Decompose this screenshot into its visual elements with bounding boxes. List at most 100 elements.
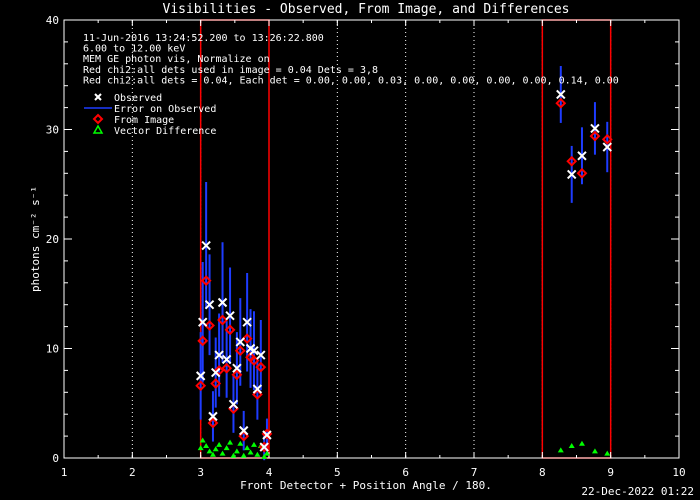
- vector-difference-point: [237, 440, 244, 446]
- x-tick-label: 4: [266, 466, 273, 479]
- from-image-point: [217, 314, 228, 326]
- x-tick-label: 2: [129, 466, 136, 479]
- observed-point: [590, 123, 600, 134]
- observed-point: [262, 430, 272, 440]
- from-image-point: [566, 155, 578, 167]
- observed-point: [198, 317, 208, 327]
- observed-point: [221, 354, 232, 365]
- from-image-point: [251, 389, 263, 400]
- x-tick-label: 9: [607, 466, 614, 479]
- observed-point: [249, 345, 259, 356]
- vector-difference-point: [557, 447, 564, 453]
- vector-difference-point: [254, 451, 261, 457]
- x-tick-label: 6: [402, 466, 409, 479]
- chart-title: Visibilities - Observed, From Image, and…: [163, 2, 570, 17]
- x-tick-label: 1: [61, 466, 68, 479]
- vector-difference-point: [240, 452, 247, 458]
- vector-difference-point: [247, 449, 254, 455]
- vector-difference-point: [230, 452, 237, 458]
- observed-point: [208, 411, 218, 422]
- observed-point: [217, 297, 228, 308]
- annotation-line: MEM GE photon vis, Normalize on: [83, 54, 270, 65]
- from-image-point: [248, 355, 260, 366]
- from-image-point: [204, 320, 215, 331]
- observed-point: [225, 310, 235, 321]
- observed-point: [210, 367, 221, 378]
- observed-point: [602, 142, 612, 152]
- observed-point: [195, 371, 206, 381]
- y-tick-label: 40: [46, 14, 59, 27]
- from-image-point: [238, 430, 250, 442]
- from-image-point: [210, 378, 222, 389]
- data-layer: [195, 65, 613, 461]
- annotation-line: Red chi2:all dets = 0.04, Each det = 0.0…: [83, 75, 619, 86]
- legend-swatch-vector-difference: [92, 124, 104, 134]
- legend-swatch-observed: [94, 93, 102, 101]
- vector-difference-point: [216, 441, 223, 447]
- annotation-line: 6.00 to 12.00 keV: [83, 44, 185, 55]
- vector-difference-point: [199, 437, 206, 443]
- annotation-line: Red chi2:all dets used in image = 0.04 D…: [83, 65, 378, 76]
- from-image-point: [200, 275, 212, 287]
- from-image-point: [241, 333, 253, 345]
- from-image-point: [213, 364, 225, 376]
- observed-point: [567, 169, 577, 180]
- observed-point: [235, 337, 246, 347]
- from-image-point: [197, 335, 209, 347]
- vector-difference-point: [203, 442, 210, 448]
- from-image-point: [221, 362, 233, 374]
- x-axis-label: Front Detector + Position Angle / 180.: [240, 479, 492, 492]
- x-tick-label: 8: [539, 466, 546, 479]
- observed-point: [214, 350, 224, 360]
- vector-difference-point: [227, 439, 234, 445]
- tick-layer: 1 2 3 4 5 6 7 8 9 10 0 10 20 30 40: [46, 14, 686, 479]
- vector-difference-point: [219, 450, 226, 456]
- x-tick-label: 5: [334, 466, 341, 479]
- annotation-layer: 11-Jun-2016 13:24:52.200 to 13:26:22.800…: [83, 33, 619, 86]
- vector-difference-point: [591, 448, 598, 454]
- from-image-point: [255, 361, 267, 373]
- from-image-point: [555, 97, 567, 109]
- from-image-point: [576, 167, 588, 179]
- from-image-point: [231, 369, 243, 381]
- observed-point: [204, 299, 215, 310]
- observed-point: [239, 425, 249, 436]
- observed-point: [242, 317, 252, 327]
- legend-label: Observed: [114, 93, 162, 104]
- from-image-point: [207, 417, 219, 429]
- vector-difference-point: [223, 445, 230, 451]
- legend-label: Error on Observed: [114, 104, 216, 115]
- x-tick-label: 3: [197, 466, 204, 479]
- y-axis-label: photons cm⁻² s⁻¹: [29, 186, 42, 292]
- annotation-line: 11-Jun-2016 13:24:52.200 to 13:26:22.800: [83, 33, 324, 44]
- x-tick-label: 7: [471, 466, 478, 479]
- from-image-point: [224, 324, 236, 336]
- x-tick-label: 10: [672, 466, 685, 479]
- observed-point: [577, 151, 587, 161]
- vector-difference-point: [209, 451, 216, 457]
- vector-difference-point: [578, 440, 585, 446]
- vector-difference-point: [261, 453, 268, 459]
- from-image-point: [601, 133, 613, 145]
- legend-swatch-from-image: [92, 113, 104, 125]
- observed-point: [228, 399, 239, 410]
- vector-difference-point: [250, 441, 257, 447]
- from-image-point: [589, 130, 601, 142]
- y-tick-label: 10: [46, 343, 59, 356]
- vector-difference-point: [206, 448, 213, 454]
- legend-label: From Image: [114, 115, 174, 126]
- from-image-point: [195, 380, 207, 392]
- y-tick-label: 20: [46, 233, 59, 246]
- observed-point: [556, 89, 566, 100]
- y-tick-label: 0: [52, 452, 59, 465]
- footer-timestamp: 22-Dec-2022 01:22: [581, 485, 694, 498]
- observed-point: [252, 384, 263, 394]
- vector-difference-point: [197, 445, 204, 451]
- observed-point: [232, 363, 242, 373]
- vector-difference-point: [604, 450, 611, 456]
- observed-point: [256, 350, 266, 360]
- vector-difference-point: [568, 442, 575, 448]
- observed-point: [201, 240, 211, 251]
